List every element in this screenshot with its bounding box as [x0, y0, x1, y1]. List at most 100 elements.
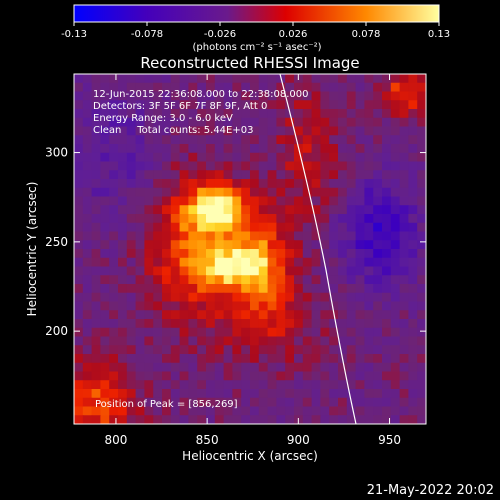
heatmap-cell [338, 415, 348, 424]
heatmap-cell [276, 319, 286, 329]
heatmap-cell [144, 301, 154, 311]
heatmap-cell [285, 170, 295, 180]
heatmap-cell [109, 345, 119, 355]
heatmap-cell [390, 336, 401, 346]
heatmap-cell [223, 319, 233, 329]
heatmap-cell [302, 135, 313, 145]
heatmap-cell [267, 231, 277, 241]
heatmap-cell [320, 327, 330, 338]
heatmap-cell [285, 406, 295, 416]
heatmap-cell [355, 319, 365, 329]
heatmap-cell [179, 231, 189, 241]
heatmap-cell [258, 91, 269, 101]
heatmap-cell [329, 257, 339, 268]
heatmap-cell [338, 362, 348, 373]
heatmap-cell [162, 345, 172, 355]
heatmap-cell [417, 249, 426, 259]
heatmap-cell [267, 135, 277, 145]
heatmap-cell [82, 205, 93, 215]
heatmap-cell [144, 406, 154, 416]
heatmap-cell [91, 100, 101, 110]
heatmap-cell [320, 284, 330, 294]
heatmap-cell [144, 345, 154, 355]
heatmap-cell [285, 249, 295, 259]
heatmap-cell [408, 336, 418, 346]
heatmap-cell [329, 187, 339, 198]
heatmap-cell [250, 327, 260, 338]
heatmap-cell [276, 380, 286, 390]
heatmap-cell [250, 275, 260, 285]
heatmap-cell [82, 249, 93, 259]
heatmap-cell [188, 161, 198, 171]
heatmap-cell [390, 100, 401, 110]
heatmap-cell [258, 179, 269, 189]
heatmap-cell [311, 389, 321, 399]
heatmap-cell [82, 362, 93, 373]
heatmap-cell [126, 371, 137, 381]
heatmap-cell [197, 310, 207, 320]
heatmap-cell [285, 91, 295, 101]
heatmap-cell [135, 152, 145, 163]
heatmap-cell [74, 257, 84, 268]
heatmap-cell [109, 406, 119, 416]
heatmap-cell [179, 109, 189, 119]
heatmap-cell [188, 126, 198, 136]
heatmap-cell [373, 74, 383, 84]
heatmap-cell [144, 117, 154, 128]
heatmap-cell [373, 397, 383, 408]
heatmap-cell [214, 362, 225, 373]
heatmap-cell [118, 301, 128, 311]
heatmap-cell [100, 389, 110, 399]
heatmap-cell [82, 301, 93, 311]
heatmap-cell [126, 249, 137, 259]
heatmap-cell [118, 249, 128, 259]
footer-date: 21-May-2022 20:02 [367, 483, 494, 498]
heatmap-cell [179, 152, 189, 163]
heatmap-cell [206, 100, 216, 110]
heatmap-cell [91, 275, 101, 285]
heatmap-cell [91, 380, 101, 390]
heatmap-cell [382, 406, 392, 416]
heatmap-cell [241, 319, 251, 329]
heatmap-cell [162, 170, 172, 180]
heatmap-cell [276, 222, 286, 233]
heatmap-cell [232, 91, 242, 101]
heatmap-cell [338, 327, 348, 338]
heatmap-cell [338, 152, 348, 163]
heatmap-cell [294, 135, 304, 145]
heatmap-cell [74, 179, 84, 189]
heatmap-cell [91, 135, 101, 145]
heatmap-cell [276, 82, 286, 93]
heatmap-cell [82, 415, 93, 424]
heatmap-cell [250, 266, 260, 276]
heatmap-cell [74, 336, 84, 346]
heatmap-cell [109, 144, 119, 154]
heatmap-cell [417, 196, 426, 206]
heatmap-cell [118, 135, 128, 145]
colorbar-tick-label: -0.078 [131, 29, 163, 40]
heatmap-cell [373, 240, 383, 250]
heatmap-cell [408, 310, 418, 320]
heatmap-cell [258, 144, 269, 154]
heatmap-cell [74, 91, 84, 101]
heatmap-cell [188, 397, 198, 408]
annotation-clean: Clean Total counts: 5.44E+03 [93, 125, 253, 136]
heatmap-cell [267, 196, 277, 206]
heatmap-cell [399, 336, 409, 346]
heatmap-cell [294, 380, 304, 390]
heatmap-cell [355, 284, 365, 294]
heatmap-cell [338, 266, 348, 276]
heatmap-cell [285, 389, 295, 399]
heatmap-cell [153, 362, 163, 373]
heatmap-cell [382, 126, 392, 136]
heatmap-cell [373, 292, 383, 303]
heatmap-cell [197, 170, 207, 180]
heatmap-cell [373, 257, 383, 268]
heatmap-cell [302, 301, 313, 311]
heatmap-cell [179, 144, 189, 154]
heatmap-cell [355, 371, 365, 381]
heatmap-cell [258, 214, 269, 224]
heatmap-cell [197, 257, 207, 268]
heatmap-cell [179, 327, 189, 338]
heatmap-cell [214, 292, 225, 303]
